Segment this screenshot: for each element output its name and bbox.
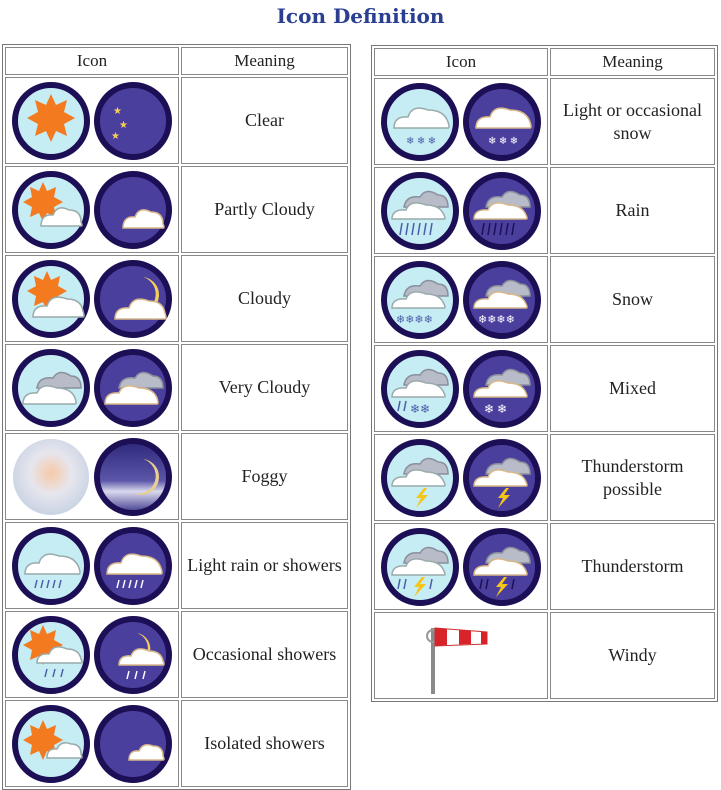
icon-cell (374, 167, 548, 254)
sun-rain-icon (11, 615, 91, 695)
snow-heavy-icon: ❄❄❄❄ (462, 260, 542, 340)
table-row: Foggy (5, 433, 348, 520)
snow-icon: ❄ ❄ ❄ (380, 82, 460, 162)
meaning-cell: Occasional showers (181, 611, 348, 698)
meaning-cell: Mixed (550, 345, 715, 432)
thunder-rain-icon (462, 527, 542, 607)
rain-heavy-icon (380, 171, 460, 251)
table-row: Very Cloudy (5, 344, 348, 431)
table-row: Light rain or showers (5, 522, 348, 609)
svg-text:❄ ❄ ❄: ❄ ❄ ❄ (406, 136, 436, 147)
icon-cell: ❄❄❄❄ ❄❄❄❄ (374, 256, 548, 343)
svg-text:★: ★ (113, 106, 122, 117)
rain-heavy-icon (462, 171, 542, 251)
table-row: Partly Cloudy (5, 166, 348, 253)
rain-icon (93, 526, 173, 606)
icon-cell (374, 434, 548, 521)
table-row: Occasional showers (5, 611, 348, 698)
table-row: Isolated showers (5, 700, 348, 787)
sun-cloud-icon (11, 259, 91, 339)
svg-text:❄ ❄: ❄ ❄ (484, 402, 507, 416)
rain-icon (11, 526, 91, 606)
snow-icon: ❄ ❄ ❄ (462, 82, 542, 162)
snow-heavy-icon: ❄❄❄❄ (380, 260, 460, 340)
thunder-icon (380, 438, 460, 518)
meaning-cell: Cloudy (181, 255, 348, 342)
icon-cell (5, 522, 179, 609)
meaning-cell: Thunderstorm possible (550, 434, 715, 521)
table-row: Rain (374, 167, 715, 254)
table-row: ❄❄ ❄ ❄ Mixed (374, 345, 715, 432)
fog-moon-icon (93, 437, 173, 517)
sun-icon (11, 81, 91, 161)
icon-cell: ★ ★ ★ (5, 77, 179, 164)
mixed-icon: ❄ ❄ (462, 349, 542, 429)
meaning-cell: Snow (550, 256, 715, 343)
table-row: ❄ ❄ ❄ ❄ ❄ ❄ Light or occasional snow (374, 78, 715, 165)
thunder-icon (462, 438, 542, 518)
table-row: Cloudy (5, 255, 348, 342)
table-row: Thunderstorm possible (374, 434, 715, 521)
sun-cloud-icon (11, 170, 91, 250)
meaning-column-header: Meaning (550, 48, 715, 76)
table-row: Thunderstorm (374, 523, 715, 610)
sun-cloud-icon (11, 704, 91, 784)
icon-column-header: Icon (5, 47, 179, 75)
meaning-cell: Light or occasional snow (550, 78, 715, 165)
icon-cell (374, 612, 548, 699)
meaning-cell: Thunderstorm (550, 523, 715, 610)
icon-definition-table-right: Icon Meaning ❄ ❄ ❄ ❄ ❄ ❄ Light or occasio… (371, 45, 718, 702)
svg-text:★: ★ (119, 120, 128, 131)
meaning-cell: Light rain or showers (181, 522, 348, 609)
svg-text:❄❄❄❄: ❄❄❄❄ (478, 314, 515, 326)
meaning-column-header: Meaning (181, 47, 348, 75)
moon-cloud-icon (93, 704, 173, 784)
svg-text:★: ★ (111, 131, 120, 142)
icon-column-header: Icon (374, 48, 548, 76)
icon-cell: ❄❄ ❄ ❄ (374, 345, 548, 432)
icon-cell (5, 433, 179, 520)
icon-cell: ❄ ❄ ❄ ❄ ❄ ❄ (374, 78, 548, 165)
icon-cell (5, 611, 179, 698)
svg-text:❄❄: ❄❄ (410, 402, 430, 416)
icon-cell (374, 523, 548, 610)
meaning-cell: Foggy (181, 433, 348, 520)
icon-definition-table-left: Icon Meaning ★ ★ ★ Clear Partly Cloudy Clo… (2, 44, 351, 790)
icon-cell (5, 700, 179, 787)
meaning-cell: Rain (550, 167, 715, 254)
icon-cell (5, 344, 179, 431)
meaning-cell: Isolated showers (181, 700, 348, 787)
moon-cloud-icon (93, 259, 173, 339)
meaning-cell: Windy (550, 612, 715, 699)
icon-cell (5, 255, 179, 342)
meaning-cell: Partly Cloudy (181, 166, 348, 253)
icon-cell (5, 166, 179, 253)
svg-text:❄❄❄❄: ❄❄❄❄ (396, 314, 433, 326)
meaning-cell: Clear (181, 77, 348, 164)
svg-text:❄ ❄ ❄: ❄ ❄ ❄ (488, 136, 518, 147)
table-row: Windy (374, 612, 715, 699)
mixed-icon: ❄❄ (380, 349, 460, 429)
moon-rain-icon (93, 615, 173, 695)
windsock-icon (421, 616, 501, 696)
moon-stars-icon: ★ ★ ★ (93, 81, 173, 161)
clouds-icon (93, 348, 173, 428)
clouds-icon (11, 348, 91, 428)
thunder-rain-icon (380, 527, 460, 607)
meaning-cell: Very Cloudy (181, 344, 348, 431)
moon-cloud-icon (93, 170, 173, 250)
fog-icon (11, 437, 91, 517)
table-row: ❄❄❄❄ ❄❄❄❄ Snow (374, 256, 715, 343)
table-row: ★ ★ ★ Clear (5, 77, 348, 164)
page-title: Icon Definition (276, 4, 445, 28)
